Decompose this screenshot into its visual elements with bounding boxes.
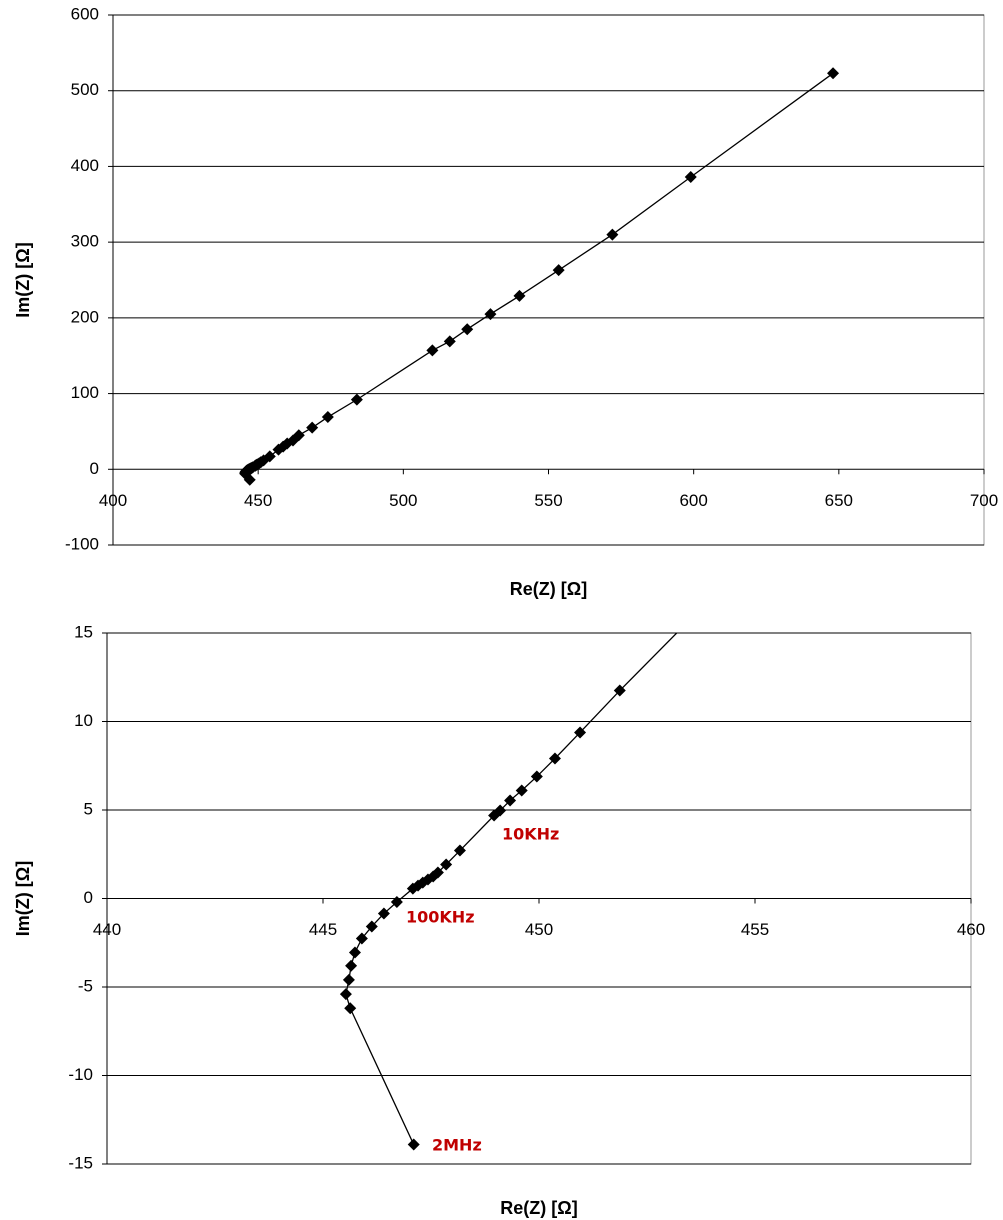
x-tick-label: 440 xyxy=(93,920,121,939)
y-tick-label: 600 xyxy=(71,4,99,23)
y-axis-title: Im(Z) [Ω] xyxy=(13,242,33,317)
point xyxy=(342,973,355,986)
point xyxy=(504,794,517,807)
point xyxy=(513,289,526,302)
series-line xyxy=(345,633,678,1145)
point xyxy=(515,784,528,797)
point xyxy=(530,770,543,783)
point xyxy=(377,907,390,920)
x-tick-label: 455 xyxy=(741,920,769,939)
y-tick-label: 200 xyxy=(71,307,99,326)
x-axis-title: Re(Z) [Ω] xyxy=(500,1198,577,1218)
y-tick-label: -5 xyxy=(78,976,93,995)
y-tick-label: 10 xyxy=(74,711,93,730)
x-tick-label: 400 xyxy=(99,491,127,510)
point xyxy=(431,866,444,879)
point xyxy=(494,804,507,817)
annotation: 10KHz xyxy=(502,825,559,844)
point xyxy=(426,344,439,357)
plot-area xyxy=(112,14,985,546)
y-tick-label: 15 xyxy=(74,622,93,641)
y-tick-label: 0 xyxy=(90,459,99,478)
point xyxy=(365,920,378,933)
x-tick-label: 650 xyxy=(825,491,853,510)
x-tick-label: 450 xyxy=(525,920,553,939)
y-tick-label: -100 xyxy=(65,534,99,553)
y-axis-title: Im(Z) [Ω] xyxy=(13,861,33,936)
y-tick-label: -10 xyxy=(68,1065,93,1084)
point xyxy=(684,171,697,184)
point xyxy=(443,335,456,348)
point xyxy=(613,684,626,697)
annotation: 100KHz xyxy=(406,908,475,927)
y-tick-label: 500 xyxy=(71,80,99,99)
point xyxy=(453,844,466,857)
point xyxy=(827,67,840,80)
point xyxy=(484,308,497,321)
point xyxy=(345,959,358,972)
point xyxy=(350,393,363,406)
point xyxy=(306,421,319,434)
point xyxy=(263,450,276,463)
x-tick-label: 460 xyxy=(957,920,985,939)
y-tick-label: 0 xyxy=(84,888,93,907)
y-tick-label: 5 xyxy=(84,799,93,818)
point xyxy=(552,264,565,277)
x-tick-label: 550 xyxy=(534,491,562,510)
x-tick-label: 600 xyxy=(679,491,707,510)
point xyxy=(574,726,587,739)
x-axis-title: Re(Z) [Ω] xyxy=(510,579,587,599)
y-tick-label: 300 xyxy=(71,232,99,251)
point xyxy=(461,323,474,336)
point xyxy=(548,752,561,765)
point xyxy=(407,1138,420,1151)
y-tick-label: -15 xyxy=(68,1153,93,1172)
point xyxy=(348,946,361,959)
x-tick-label: 500 xyxy=(389,491,417,510)
point xyxy=(390,896,403,909)
point xyxy=(321,411,334,424)
y-tick-label: 100 xyxy=(71,383,99,402)
point xyxy=(606,228,619,241)
x-tick-label: 445 xyxy=(309,920,337,939)
series-line xyxy=(244,72,834,481)
point xyxy=(292,429,305,442)
x-tick-label: 450 xyxy=(244,491,272,510)
point xyxy=(355,932,368,945)
y-tick-label: 400 xyxy=(71,156,99,175)
x-tick-label: 700 xyxy=(970,491,998,510)
annotation: 2MHz xyxy=(432,1136,482,1155)
point xyxy=(440,858,453,871)
point xyxy=(344,1002,357,1015)
point xyxy=(339,988,352,1001)
